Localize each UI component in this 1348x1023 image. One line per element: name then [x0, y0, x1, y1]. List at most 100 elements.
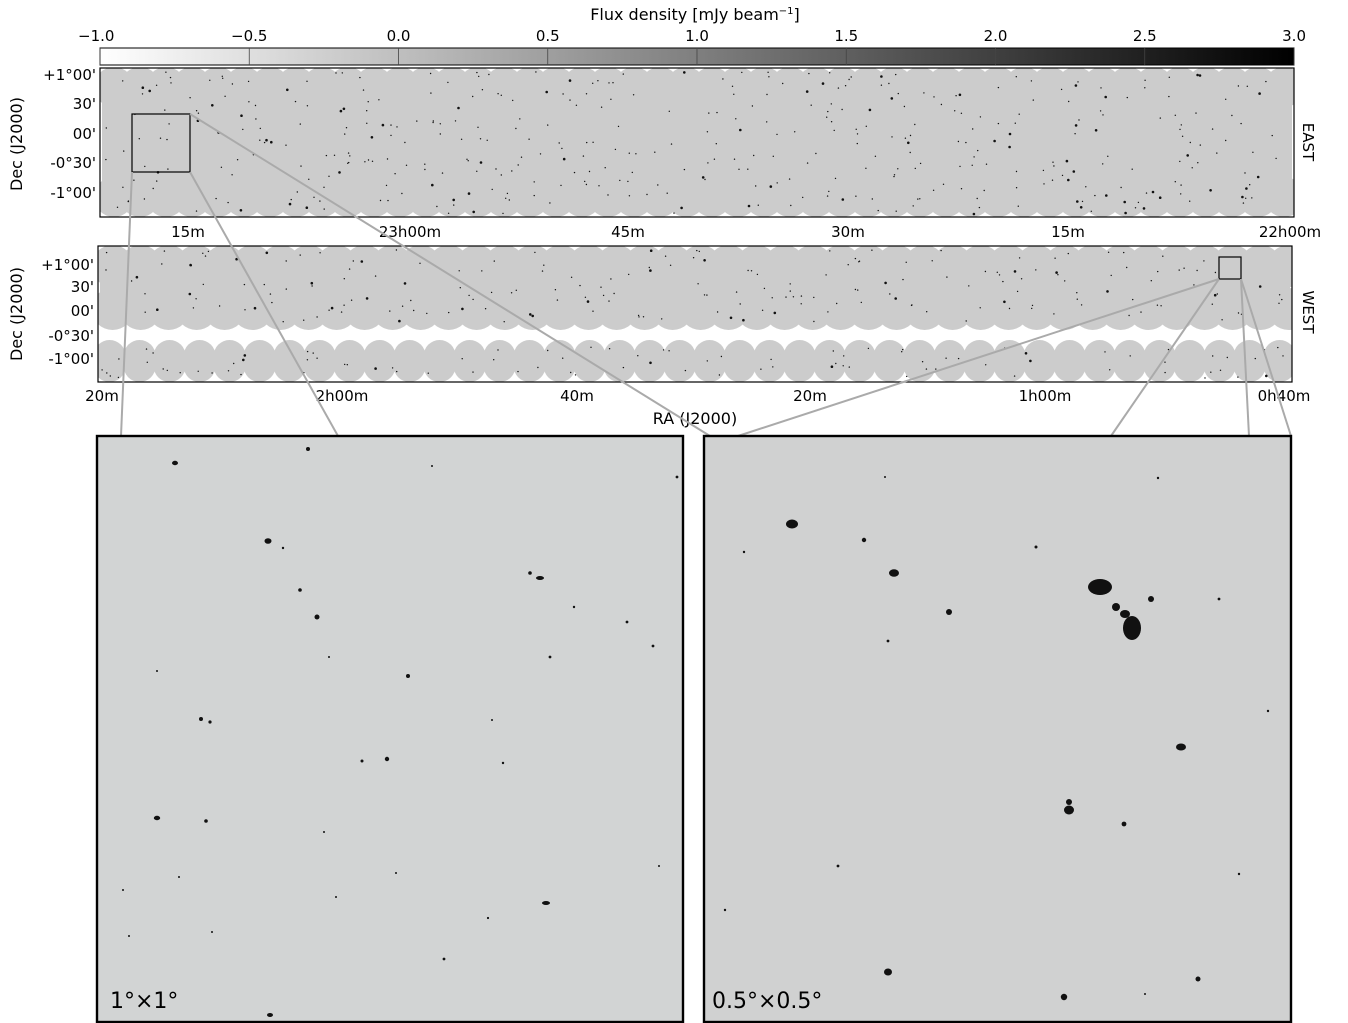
east-source [1053, 165, 1055, 167]
pointing-bottom [813, 350, 846, 382]
west-source [1160, 305, 1162, 307]
east-source [515, 127, 517, 130]
east-source [670, 143, 673, 145]
west-tick-yticks-label: 00' [71, 302, 94, 320]
west-source [517, 370, 519, 373]
east-source [708, 112, 710, 114]
west-source [197, 370, 199, 372]
east-source [386, 158, 389, 160]
east-source [1256, 175, 1260, 179]
east-source [1134, 207, 1137, 209]
zoom1-source [572, 605, 576, 609]
east-source [168, 123, 170, 125]
east-source [424, 168, 426, 171]
west-source [472, 371, 474, 373]
west-source [243, 283, 246, 286]
east-source [1102, 114, 1104, 116]
east-source [841, 108, 843, 111]
east-source [1168, 95, 1170, 98]
east-source [349, 155, 351, 157]
east-source [830, 103, 832, 105]
west-source [1203, 260, 1205, 262]
east-source [447, 81, 449, 84]
east-source [569, 99, 571, 101]
west-source [1008, 307, 1011, 310]
east-source [1042, 169, 1045, 172]
west-source [537, 366, 539, 369]
pointing-bottom [993, 350, 1026, 382]
east-source [617, 125, 620, 128]
east-source [895, 210, 897, 212]
east-source [255, 118, 257, 120]
east-source [1068, 100, 1070, 103]
east-source [585, 93, 588, 95]
east-source [439, 123, 441, 125]
east-source [874, 155, 877, 157]
east-panel: EAST Dec (J2000) +1°00' 30' 00' -0°30' -1°00… [7, 66, 1321, 241]
east-source [547, 124, 549, 126]
east-source [491, 188, 493, 191]
east-source [1052, 161, 1054, 163]
east-tick-xticks-label: 15m [1051, 223, 1085, 241]
east-source [335, 72, 337, 74]
east-source [123, 150, 125, 152]
east-source [562, 157, 566, 161]
east-source [323, 186, 325, 188]
west-source [426, 312, 428, 315]
east-source [222, 77, 224, 80]
east-source [306, 105, 309, 107]
east-tick-xticks-label: 15m [171, 223, 205, 241]
east-source [339, 109, 343, 113]
west-source [1162, 255, 1164, 257]
west-source [534, 251, 536, 254]
east-source [1191, 167, 1193, 169]
east-source [855, 195, 857, 197]
zoom1-source [323, 831, 325, 833]
east-source [654, 151, 656, 153]
west-source [931, 260, 933, 262]
zoom1-source [406, 674, 410, 678]
west-source [832, 350, 834, 352]
east-source [1225, 98, 1227, 101]
west-source [600, 286, 602, 288]
east-source [1195, 112, 1197, 114]
east-source [105, 127, 108, 129]
pointing-top [1290, 75, 1294, 99]
west-source [493, 359, 495, 361]
west-source [1013, 270, 1017, 273]
zoom-0.5deg-background [704, 436, 1291, 1023]
west-source [889, 293, 891, 295]
east-source [248, 101, 250, 103]
east-source [1145, 192, 1148, 194]
east-source [972, 128, 974, 130]
zoom-panel-0.5deg: 0.5°×0.5° [702, 434, 1293, 1023]
east-source [769, 185, 773, 188]
west-xticks: 20m 2h00m 40m 20m 1h00m 0h40m [85, 387, 1310, 405]
east-tick-xticks-label: 23h00m [379, 223, 441, 241]
east-source [683, 71, 686, 74]
west-source [1076, 298, 1079, 300]
east-source [855, 128, 857, 130]
east-source [628, 195, 631, 197]
east-source [288, 202, 292, 206]
west-source [703, 259, 706, 262]
west-source [459, 287, 461, 289]
west-source [1132, 298, 1134, 301]
pointing-bottom [1053, 350, 1086, 382]
west-source [894, 297, 897, 300]
east-source [1174, 181, 1177, 183]
west-source [921, 361, 924, 363]
pointing-bottom [183, 350, 216, 382]
east-tick-yticks-label: -0°30' [50, 154, 96, 172]
east-source [431, 183, 434, 187]
east-source [1032, 99, 1035, 101]
west-source [543, 264, 545, 266]
west-source [1053, 313, 1055, 315]
pointing-bottom [243, 350, 276, 382]
west-source [857, 289, 859, 291]
west-source [1018, 257, 1021, 259]
zoom2-source [1156, 476, 1160, 480]
east-source [903, 105, 906, 108]
west-source [312, 352, 314, 354]
